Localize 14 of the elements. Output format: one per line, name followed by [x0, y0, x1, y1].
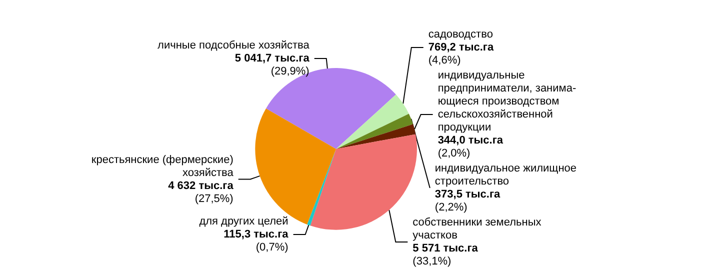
slice-label: личные подсобные хозяйства: [158, 40, 310, 52]
slice-label: индивидуальные предприниматели, занима- ющиеся производством сельскохозяйственной продукции: [438, 70, 576, 134]
slice-label: индивидуальное жилищное строительство: [434, 162, 577, 188]
data-label: 5 571 тыс.га (33,1%): [412, 242, 479, 268]
slice-label: садоводство: [428, 28, 493, 40]
data-label: 344,0 тыс.га (2,0%): [438, 134, 504, 160]
data-label: 115,3 тыс.га (0,7%): [224, 228, 290, 254]
slice-label: для других целей: [199, 215, 288, 228]
data-label: 4 632 тыс.га (27,5%): [168, 180, 234, 205]
data-label: 373,5 тыс.га (2,2%): [434, 188, 502, 214]
data-label: 5 041,7 тыс.га (29,9%): [234, 52, 310, 78]
data-label: 769,2 тыс.га (4,6%): [428, 42, 495, 66]
slice-label: собственники земельных участков: [412, 216, 542, 242]
slice-label: крестьянские (фермерские) хозяйства: [91, 154, 234, 179]
